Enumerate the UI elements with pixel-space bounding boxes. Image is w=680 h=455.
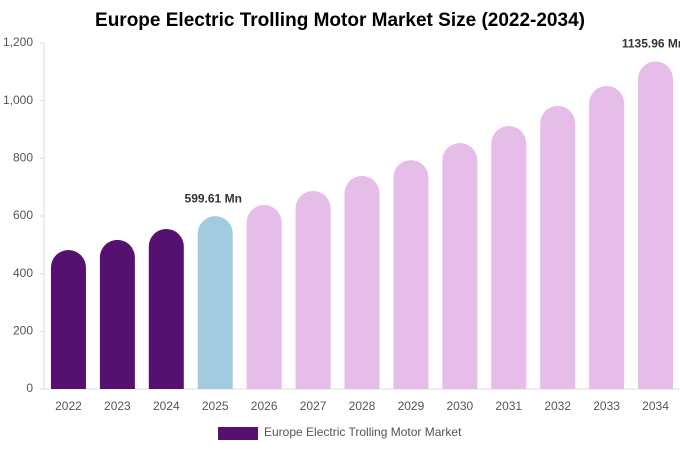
- x-tick-label: 2032: [544, 399, 571, 413]
- x-tick-label: 2022: [55, 399, 82, 413]
- legend-label: Europe Electric Trolling Motor Market: [264, 425, 462, 439]
- bar: [638, 61, 674, 389]
- chart-title: Europe Electric Trolling Motor Market Si…: [95, 10, 585, 31]
- x-tick-label: 2023: [104, 399, 131, 413]
- y-tick-label: 200: [13, 324, 33, 338]
- y-tick-label: 600: [13, 208, 33, 222]
- y-tick-label: 0: [26, 381, 33, 395]
- bar: [589, 85, 625, 389]
- bar: [50, 250, 86, 389]
- x-tick-label: 2029: [398, 399, 425, 413]
- x-tick-label: 2034: [642, 399, 669, 413]
- x-tick-label: 2033: [593, 399, 620, 413]
- y-tick-label: 800: [13, 151, 33, 165]
- x-tick-label: 2031: [495, 399, 522, 413]
- bar: [491, 126, 527, 389]
- x-tick-label: 2028: [349, 399, 376, 413]
- y-tick-label: 400: [13, 266, 33, 280]
- bar: [99, 239, 135, 389]
- bar: [393, 160, 429, 389]
- x-tick-label: 2026: [251, 399, 278, 413]
- x-tick-label: 2025: [202, 399, 229, 413]
- bar: [295, 190, 331, 389]
- bar: [540, 105, 576, 390]
- x-tick-label: 2030: [446, 399, 473, 413]
- bar: [246, 205, 282, 389]
- legend-swatch: [218, 427, 258, 440]
- x-tick-label: 2027: [300, 399, 327, 413]
- y-tick-label: 1,000: [3, 93, 33, 107]
- bar: [148, 228, 184, 389]
- bar: [442, 143, 478, 389]
- value-label: 599.61 Mn: [185, 191, 242, 205]
- y-tick-label: 1,200: [3, 35, 33, 49]
- value-label: 1135.96 Mn: [622, 37, 680, 51]
- bar: [344, 175, 380, 389]
- bar: [197, 216, 233, 389]
- x-tick-label: 2024: [153, 399, 180, 413]
